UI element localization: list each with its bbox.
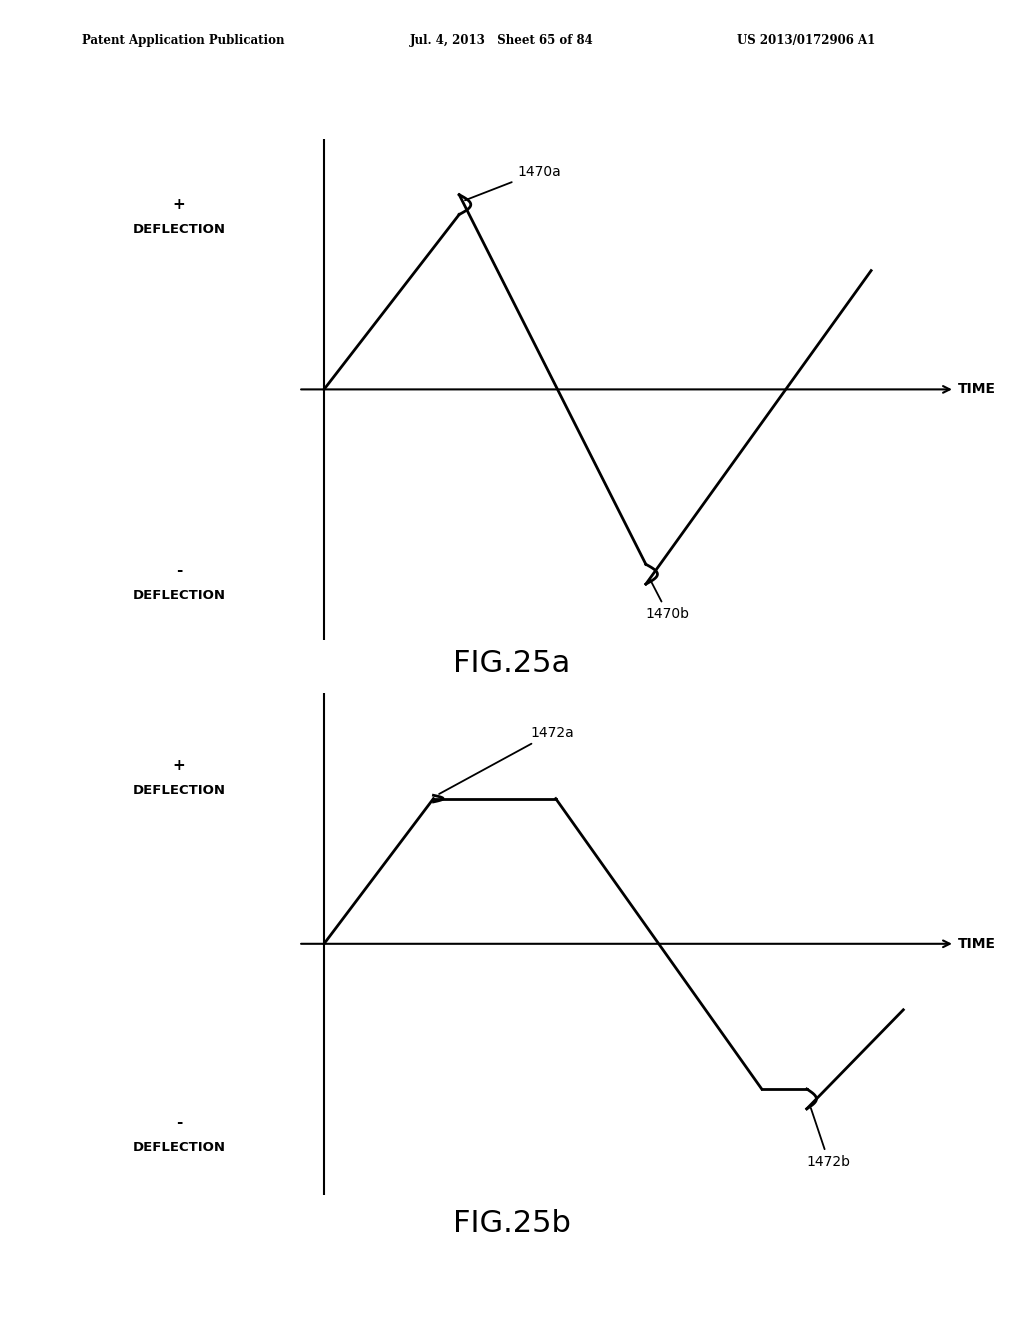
Text: FIG.25b: FIG.25b	[453, 1209, 571, 1238]
Text: -: -	[176, 562, 182, 578]
Text: US 2013/0172906 A1: US 2013/0172906 A1	[737, 34, 876, 48]
Text: DEFLECTION: DEFLECTION	[133, 223, 225, 236]
Text: -: -	[176, 1114, 182, 1130]
Text: DEFLECTION: DEFLECTION	[133, 1140, 225, 1154]
Text: Jul. 4, 2013   Sheet 65 of 84: Jul. 4, 2013 Sheet 65 of 84	[410, 34, 593, 48]
Text: TIME: TIME	[958, 383, 996, 396]
Text: +: +	[173, 197, 185, 213]
Text: 1470b: 1470b	[646, 579, 690, 620]
Text: FIG.25a: FIG.25a	[454, 649, 570, 678]
Text: DEFLECTION: DEFLECTION	[133, 784, 225, 797]
Text: 1472a: 1472a	[439, 726, 573, 793]
Text: Patent Application Publication: Patent Application Publication	[82, 34, 285, 48]
Text: 1472b: 1472b	[807, 1107, 851, 1168]
Text: 1470a: 1470a	[465, 165, 561, 201]
Text: +: +	[173, 758, 185, 774]
Text: DEFLECTION: DEFLECTION	[133, 589, 225, 602]
Text: TIME: TIME	[958, 937, 996, 950]
